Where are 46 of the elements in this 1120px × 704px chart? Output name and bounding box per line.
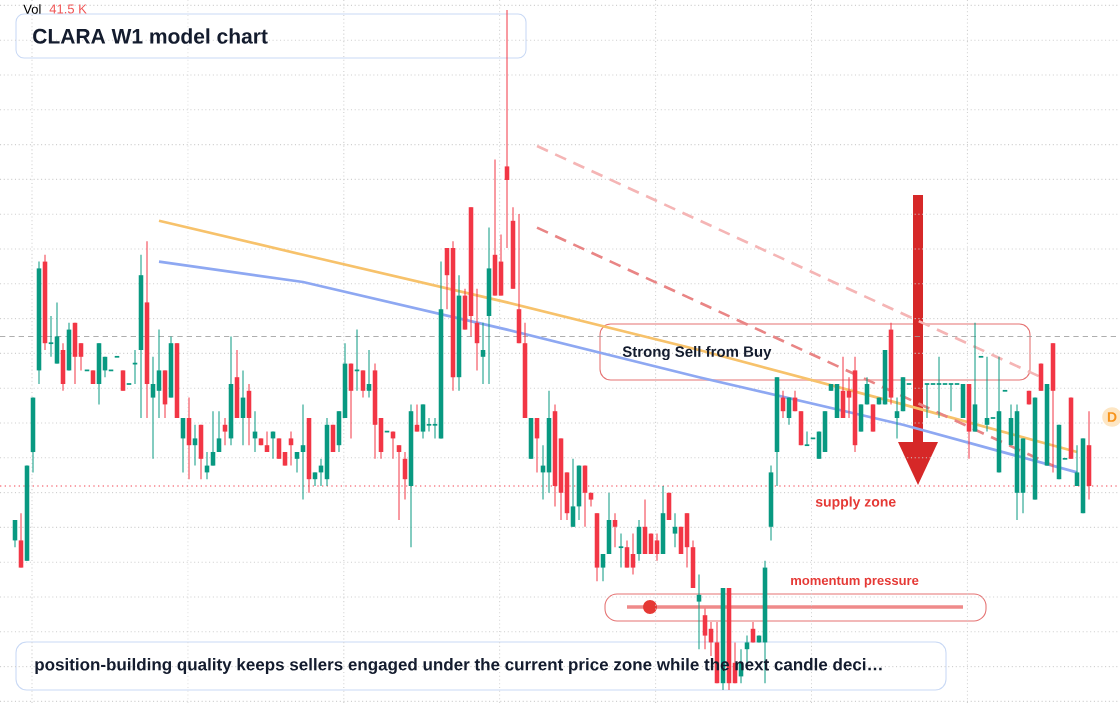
candlestick [312, 471, 318, 487]
candlestick [425, 417, 433, 433]
candlestick [480, 322, 486, 385]
candlestick [150, 356, 156, 460]
candlestick [803, 431, 811, 447]
candlestick [47, 315, 55, 358]
candlestick [630, 533, 636, 575]
annotation: 41.5 K [49, 4, 87, 14]
candlestick [300, 403, 306, 501]
text: D [1107, 412, 1117, 422]
candlestick [414, 403, 420, 433]
candlestick [216, 410, 222, 453]
candlestick [702, 607, 708, 650]
candlestick [672, 512, 678, 548]
candlestick [654, 533, 660, 562]
candlestick [570, 458, 576, 528]
candlestick [923, 383, 931, 419]
candlestick [78, 342, 84, 371]
annotation: Strong Sell from Buy [622, 345, 772, 361]
candlestick [600, 553, 606, 582]
candlestick [894, 397, 900, 439]
candlestick [846, 376, 852, 419]
candlestick [210, 410, 216, 467]
candlestick [156, 329, 162, 419]
candlestick [431, 417, 439, 439]
candlestick [294, 451, 300, 473]
candlestick [288, 431, 294, 467]
candlestick [360, 369, 366, 399]
candlestick [935, 356, 943, 419]
candlestick [984, 356, 990, 433]
candlestick [617, 533, 625, 569]
candlestick [504, 9, 510, 249]
annotation: momentum pressure [791, 576, 919, 588]
annotation: Vol [23, 4, 41, 14]
candlestick [1074, 444, 1080, 487]
annotation: supply zone [815, 496, 896, 510]
candlestick [192, 424, 198, 467]
candlestick [276, 437, 282, 460]
candlestick [624, 539, 630, 569]
candlestick [947, 383, 955, 412]
candlestick [612, 512, 618, 548]
candlestick [696, 573, 702, 650]
candlestick [222, 417, 228, 446]
candlestick [366, 349, 372, 399]
text: CLARA W1 model chart [33, 28, 268, 44]
candlestick [120, 369, 126, 392]
